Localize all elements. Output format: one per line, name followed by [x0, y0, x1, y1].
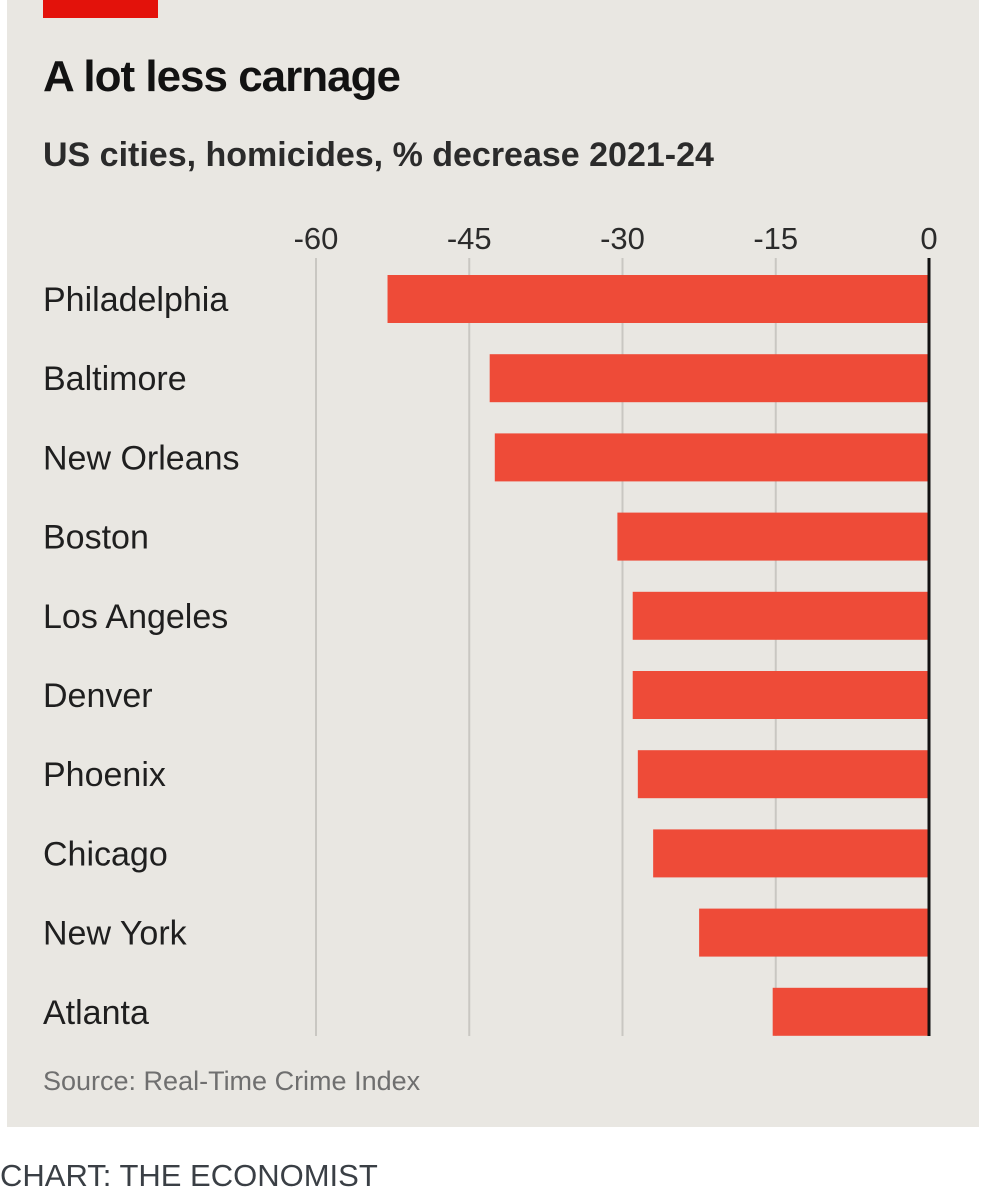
bar	[494, 433, 929, 482]
chart-subtitle: US cities, homicides, % decrease 2021-24	[43, 136, 714, 174]
category-label: Atlanta	[43, 994, 149, 1032]
x-tick-label: -45	[447, 221, 492, 256]
category-label: Philadelphia	[43, 281, 228, 319]
category-label: New York	[43, 915, 188, 953]
bar	[772, 987, 929, 1036]
x-tick-label: -30	[600, 221, 645, 256]
bar	[637, 750, 929, 799]
chart-panel: A lot less carnage US cities, homicides,…	[7, 0, 979, 1127]
category-label: Baltimore	[43, 360, 187, 398]
x-tick-label: -15	[753, 221, 798, 256]
bar	[653, 829, 929, 878]
x-tick-label: -60	[294, 221, 339, 256]
chart-source: Source: Real-Time Crime Index	[43, 1066, 421, 1096]
category-label: Los Angeles	[43, 598, 228, 636]
category-label: Boston	[43, 519, 149, 557]
bar	[387, 275, 929, 323]
category-label: Chicago	[43, 835, 168, 873]
chart-credit: CHART: THE ECONOMIST	[0, 1158, 378, 1193]
economist-red-rule	[43, 0, 158, 18]
bar	[699, 908, 929, 957]
chart-title: A lot less carnage	[43, 52, 401, 101]
category-label: Denver	[43, 677, 153, 715]
bar	[632, 591, 929, 640]
bar	[489, 354, 929, 403]
x-tick-label: 0	[920, 221, 937, 256]
bar	[632, 671, 929, 719]
bar	[617, 512, 929, 561]
category-label: New Orleans	[43, 439, 240, 477]
bar-chart: -60 -45 -30 -15 0 Philadelphia Baltimore New Or…	[43, 221, 938, 1036]
category-label: Phoenix	[43, 756, 166, 794]
